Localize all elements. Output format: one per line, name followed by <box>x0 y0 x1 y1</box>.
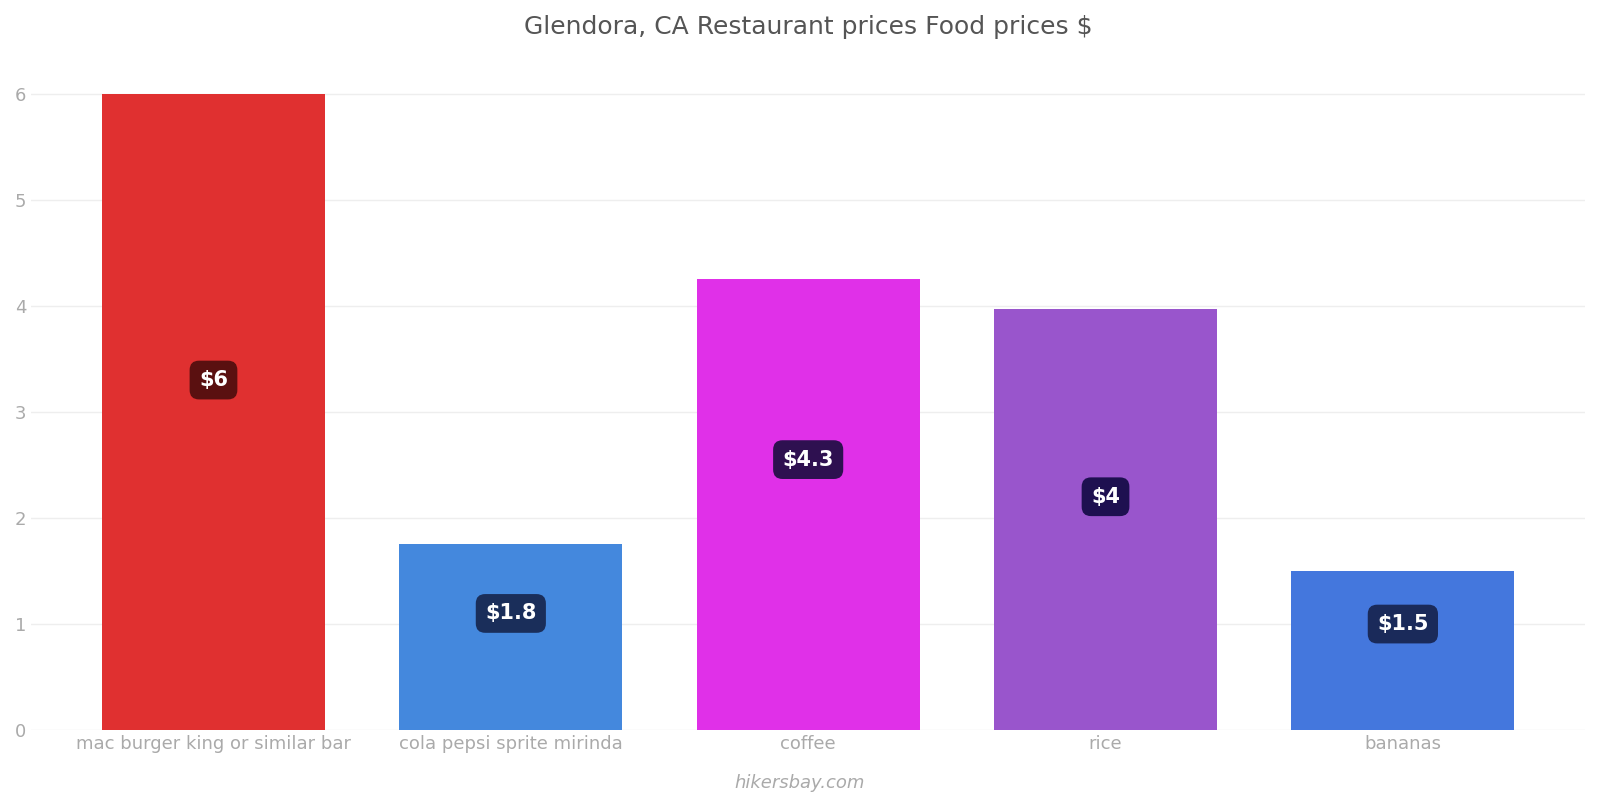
Text: $1.8: $1.8 <box>485 603 536 623</box>
Title: Glendora, CA Restaurant prices Food prices $: Glendora, CA Restaurant prices Food pric… <box>523 15 1093 39</box>
Bar <box>400 545 622 730</box>
Text: $4: $4 <box>1091 486 1120 506</box>
Text: $6: $6 <box>198 370 227 390</box>
Bar <box>102 94 325 730</box>
Text: hikersbay.com: hikersbay.com <box>734 774 866 792</box>
Bar <box>1291 571 1514 730</box>
Text: $1.5: $1.5 <box>1378 614 1429 634</box>
Bar <box>994 309 1218 730</box>
Text: $4.3: $4.3 <box>782 450 834 470</box>
Bar <box>696 279 920 730</box>
